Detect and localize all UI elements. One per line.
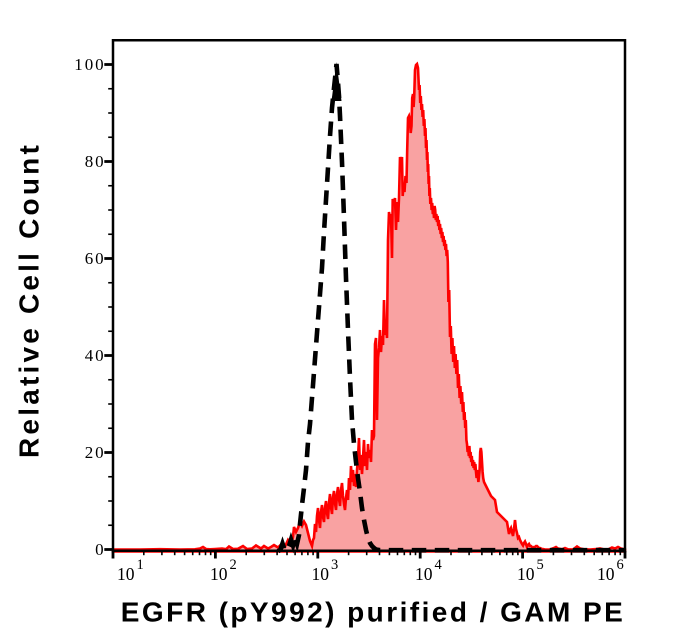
svg-text:10: 10 [597, 564, 615, 584]
svg-text:Relative Cell Count: Relative Cell Count [14, 142, 45, 458]
svg-text:EGFR (pY992) purified / GAM PE: EGFR (pY992) purified / GAM PE [121, 597, 625, 628]
svg-text:40: 40 [85, 346, 106, 365]
svg-text:60: 60 [85, 249, 106, 268]
svg-text:100: 100 [74, 55, 105, 74]
svg-text:10: 10 [117, 564, 135, 584]
svg-text:20: 20 [85, 443, 106, 462]
svg-text:10: 10 [312, 564, 330, 584]
svg-text:80: 80 [85, 152, 106, 171]
svg-text:1: 1 [137, 557, 144, 573]
svg-text:10: 10 [517, 564, 535, 584]
svg-text:2: 2 [230, 557, 237, 573]
svg-text:10: 10 [415, 564, 433, 584]
svg-text:0: 0 [95, 540, 105, 559]
svg-text:5: 5 [537, 557, 544, 573]
svg-text:6: 6 [617, 557, 624, 573]
svg-text:10: 10 [210, 564, 228, 584]
svg-text:3: 3 [331, 557, 338, 573]
svg-text:4: 4 [435, 557, 443, 573]
